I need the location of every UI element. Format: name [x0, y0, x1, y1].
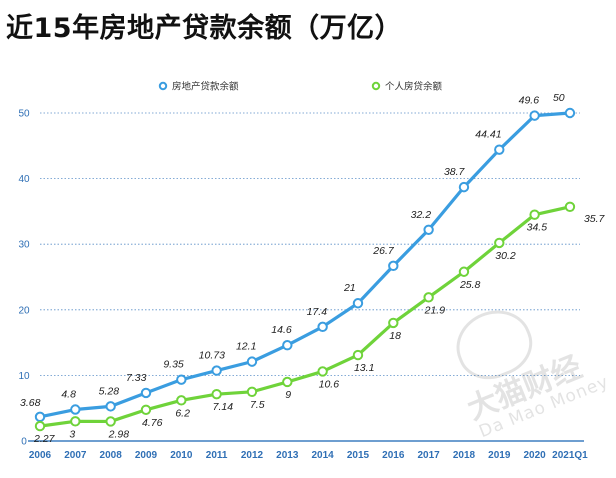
data-label: 9: [285, 389, 291, 401]
legend-marker: [371, 81, 381, 91]
data-point: [494, 144, 505, 155]
data-label: 2.98: [108, 428, 130, 440]
data-label: 17.4: [307, 306, 328, 318]
data-label: 21: [343, 282, 356, 294]
series-line-1: [38, 111, 572, 419]
data-label: 10.73: [199, 350, 225, 362]
data-label: 44.41: [475, 129, 501, 141]
x-tick-label: 2008: [100, 450, 123, 461]
data-point: [423, 224, 434, 235]
data-point: [70, 404, 81, 415]
data-label: 50: [553, 92, 565, 104]
data-point: [140, 387, 152, 399]
data-point: [282, 340, 293, 351]
x-tick-label: 2006: [29, 450, 52, 461]
data-label: 14.6: [271, 324, 292, 336]
data-label: 21.9: [424, 304, 446, 316]
data-label: 38.7: [444, 166, 466, 178]
x-tick-label: 2019: [488, 450, 511, 461]
data-point: [458, 266, 470, 277]
x-tick-label: 2010: [170, 450, 193, 461]
page-title: 近15年房地产贷款余额（万亿）: [6, 13, 403, 44]
data-label: 2.27: [33, 433, 56, 445]
x-tick-label: 2013: [276, 450, 299, 461]
data-label: 49.6: [519, 95, 540, 107]
data-label: 5.28: [99, 385, 120, 397]
x-tick-label: 2016: [382, 450, 405, 461]
data-point: [140, 404, 152, 415]
y-tick-label: 0: [21, 437, 27, 448]
y-tick-label: 50: [18, 109, 30, 120]
legend-label: 房地产贷款余额: [172, 81, 239, 93]
data-point: [34, 420, 46, 432]
data-label: 9.35: [163, 359, 184, 371]
y-tick-label: 30: [18, 240, 30, 251]
data-point: [176, 395, 187, 406]
data-point: [388, 260, 399, 272]
data-label: 18: [389, 330, 401, 342]
data-label: 7.14: [213, 401, 234, 413]
x-tick-label: 2018: [453, 450, 476, 461]
data-point: [211, 365, 222, 376]
y-tick-label: 10: [18, 371, 30, 382]
data-label: 4.76: [142, 417, 163, 429]
data-point: [529, 209, 540, 220]
y-tick-label: 40: [18, 174, 30, 185]
data-label: 3: [69, 428, 75, 440]
x-tick-label: 2009: [135, 450, 158, 461]
data-label: 3.68: [20, 397, 41, 409]
data-point: [529, 110, 540, 121]
data-point: [176, 374, 187, 385]
data-label: 32.2: [411, 209, 432, 221]
x-tick-label: 2007: [64, 450, 87, 461]
x-tick-label: 2011: [206, 450, 228, 461]
data-point: [317, 366, 328, 377]
data-label: 30.2: [495, 250, 516, 262]
legend-marker: [158, 81, 168, 91]
data-point: [70, 416, 81, 427]
data-point: [423, 292, 434, 303]
data-label: 35.7: [584, 213, 606, 225]
y-tick-label: 20: [18, 305, 30, 316]
x-tick-label: 2014: [312, 450, 335, 461]
x-tick-label: 2015: [347, 450, 370, 461]
x-tick-label: 2020: [523, 450, 546, 461]
data-point: [352, 298, 364, 309]
data-label: 13.1: [354, 362, 374, 374]
data-label: 26.7: [372, 245, 395, 257]
legend-label: 个人房贷余额: [385, 81, 443, 93]
data-point: [317, 321, 328, 333]
data-point: [34, 411, 46, 423]
data-point: [246, 356, 258, 367]
data-label: 4.8: [61, 389, 76, 401]
data-point: [246, 386, 258, 397]
data-point: [352, 349, 364, 361]
data-point: [388, 317, 399, 329]
series-line-2: [38, 205, 572, 428]
x-tick-label: 2017: [418, 450, 441, 461]
data-point: [105, 416, 116, 427]
data-point: [494, 237, 505, 249]
data-label: 7.33: [126, 372, 147, 384]
data-point: [211, 388, 222, 400]
data-label: 12.1: [236, 341, 256, 353]
data-label: 6.2: [175, 407, 190, 419]
data-label: 34.5: [527, 222, 548, 234]
data-label: 10.6: [319, 378, 340, 390]
x-tick-label: 2021Q1: [552, 450, 588, 461]
data-point: [564, 201, 576, 213]
data-point: [105, 401, 116, 412]
data-point: [458, 181, 470, 193]
data-point: [282, 376, 293, 388]
data-label: 25.8: [459, 279, 481, 291]
data-label: 7.5: [250, 399, 265, 411]
data-point: [564, 107, 576, 119]
x-tick-label: 2012: [241, 450, 264, 461]
